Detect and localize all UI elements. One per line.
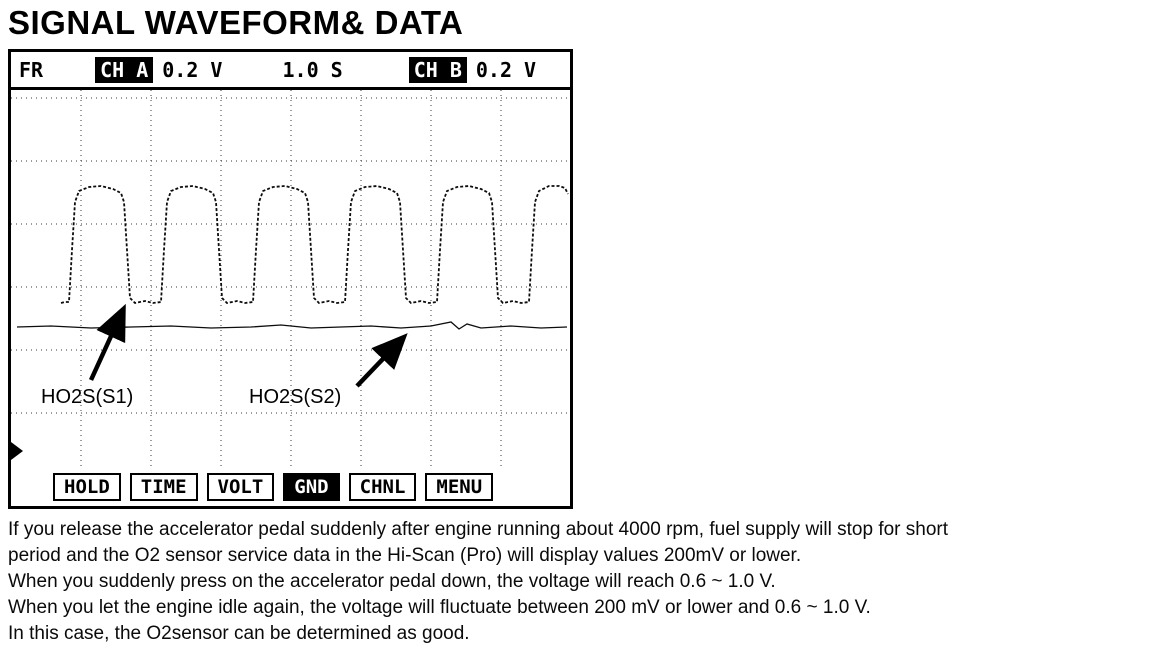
- label-ho2s-s2: HO2S(S2): [249, 386, 342, 408]
- description-text: If you release the accelerator pedal sud…: [8, 517, 1150, 647]
- menu-button-gnd[interactable]: GND: [283, 473, 340, 501]
- waveform-plot: [11, 90, 570, 470]
- channel-b-scale: 0.2 V: [475, 57, 537, 82]
- page-title: SIGNAL WAVEFORM& DATA: [8, 4, 464, 41]
- time-scale: 1.0 S: [282, 57, 343, 82]
- cursor-marker-icon: [11, 442, 23, 460]
- channel-a-scale: 0.2 V: [162, 57, 223, 82]
- description-line: When you suddenly press on the accelerat…: [8, 571, 776, 592]
- status-mode: FR: [19, 57, 44, 82]
- label-ho2s-s1: HO2S(S1): [41, 386, 134, 408]
- menu-button-hold[interactable]: HOLD: [53, 473, 121, 501]
- arrow-ho2s-s2: [355, 333, 408, 388]
- scope-menu-bar: HOLD TIME VOLT GND CHNL MENU: [11, 470, 570, 506]
- description-line: If you release the accelerator pedal sud…: [8, 519, 949, 540]
- waveform-screen: HO2S(S1) HO2S(S2): [11, 90, 570, 470]
- scope-status-bar: FR CH A 0.2 V 1.0 S CH B 0.2 V: [11, 52, 570, 90]
- channel-a-badge: CH A: [95, 56, 154, 83]
- waveform-trace-ch-b: [16, 321, 568, 330]
- description-line: When you let the engine idle again, the …: [8, 597, 871, 618]
- oscilloscope-panel: FR CH A 0.2 V 1.0 S CH B 0.2 V HO2S(S1): [8, 49, 573, 509]
- waveform-trace-ch-a: [60, 185, 569, 304]
- menu-button-time[interactable]: TIME: [129, 473, 198, 501]
- menu-button-chnl[interactable]: CHNL: [348, 473, 417, 501]
- menu-button-menu[interactable]: MENU: [425, 473, 494, 501]
- arrow-ho2s-s1: [88, 303, 126, 381]
- channel-b-badge: CH B: [408, 56, 467, 83]
- menu-button-volt[interactable]: VOLT: [206, 473, 275, 501]
- description-line: period and the O2 sensor service data in…: [8, 545, 802, 566]
- manual-page: SIGNAL WAVEFORM& DATA FR CH A 0.2 V 1.0 …: [8, 4, 1150, 647]
- scope-grid: [11, 90, 570, 470]
- description-line: In this case, the O2sensor can be determ…: [8, 623, 470, 644]
